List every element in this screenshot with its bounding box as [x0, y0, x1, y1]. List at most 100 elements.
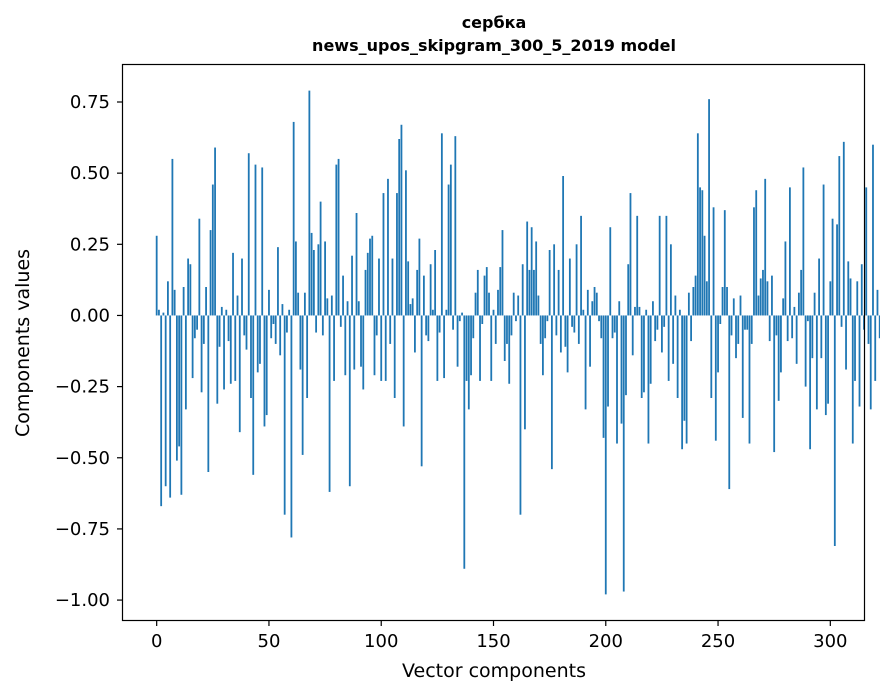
bar-304 [838, 156, 841, 316]
bar-180 [559, 315, 562, 353]
bar-245 [705, 281, 708, 316]
chart-title: сербка [462, 13, 527, 32]
bar-189 [580, 215, 582, 316]
bar-248 [712, 207, 715, 316]
bar-150 [492, 309, 495, 316]
bar-6 [169, 315, 172, 498]
bar-156 [506, 315, 508, 344]
bar-263 [746, 315, 749, 330]
bar-3 [162, 312, 165, 316]
bar-8 [173, 289, 176, 316]
bar-302 [833, 315, 836, 546]
bar-264 [748, 315, 751, 444]
bar-61 [292, 121, 295, 316]
bar-65 [301, 315, 304, 455]
bar-19 [198, 218, 201, 316]
x-axis-label: Vector components [402, 660, 586, 682]
bar-216 [640, 315, 643, 398]
bar-250 [717, 315, 719, 373]
bar-120 [425, 315, 428, 336]
x-tick-label: 100 [364, 631, 398, 652]
bar-105 [391, 258, 394, 316]
bar-148 [488, 292, 490, 316]
bar-177 [553, 244, 556, 316]
bar-70 [312, 250, 315, 316]
bar-138 [465, 315, 468, 381]
bar-35 [234, 315, 237, 381]
bar-42 [250, 315, 252, 398]
bar-25 [211, 184, 214, 316]
bar-169 [535, 241, 538, 316]
bar-160 [515, 315, 517, 322]
bar-128 [443, 315, 445, 379]
bar-124 [434, 250, 437, 316]
bar-312 [856, 281, 859, 316]
bar-56 [281, 304, 284, 316]
bar-275 [773, 315, 776, 453]
bar-111 [405, 170, 407, 316]
bar-158 [510, 315, 513, 336]
x-tick-label: 200 [589, 631, 623, 652]
bar-247 [710, 315, 713, 398]
bar-197 [598, 315, 600, 322]
bar-68 [308, 90, 311, 316]
bar-46 [259, 315, 261, 364]
bar-192 [586, 289, 589, 316]
bar-83 [342, 275, 344, 316]
bar-23 [207, 315, 210, 472]
bar-133 [454, 136, 457, 316]
bar-309 [849, 278, 852, 316]
bar-126 [438, 315, 441, 333]
bar-184 [568, 258, 571, 316]
bar-2 [160, 315, 163, 507]
bar-314 [860, 264, 863, 316]
bar-48 [263, 315, 266, 427]
bar-93 [364, 269, 367, 316]
bar-146 [483, 275, 486, 316]
bar-240 [694, 275, 697, 316]
bar-26 [214, 147, 216, 316]
bar-167 [530, 227, 533, 316]
bar-0 [155, 235, 158, 316]
y-tick-label: 0.25 [70, 234, 110, 255]
bar-28 [218, 315, 221, 347]
bar-60 [290, 315, 293, 538]
bar-288 [802, 167, 805, 316]
bar-227 [665, 215, 668, 316]
bar-100 [380, 315, 383, 381]
bar-284 [793, 306, 796, 316]
bar-96 [371, 235, 374, 316]
bar-282 [789, 187, 791, 316]
bar-213 [634, 306, 636, 316]
bar-139 [467, 315, 470, 410]
bar-1 [158, 309, 160, 316]
bar-131 [449, 164, 452, 316]
bar-125 [436, 315, 439, 381]
bar-185 [571, 315, 573, 327]
bar-171 [539, 315, 542, 344]
bar-77 [328, 315, 331, 492]
bar-72 [317, 244, 320, 316]
x-tick-label: 0 [151, 631, 162, 652]
bar-307 [845, 315, 847, 370]
bar-281 [786, 315, 789, 342]
bar-205 [616, 315, 618, 444]
bar-66 [303, 292, 306, 316]
bar-37 [238, 315, 241, 433]
bar-223 [656, 315, 659, 330]
bar-286 [797, 292, 800, 316]
bar-33 [229, 315, 232, 384]
bar-201 [607, 315, 609, 407]
bar-69 [310, 232, 313, 316]
bar-58 [286, 315, 288, 333]
bar-151 [494, 315, 497, 344]
bar-270 [762, 269, 764, 316]
bar-14 [187, 258, 190, 316]
bar-202 [609, 227, 612, 316]
bar-81 [337, 158, 340, 316]
bar-34 [232, 252, 234, 316]
bar-305 [840, 315, 843, 327]
bar-277 [777, 315, 780, 401]
bar-24 [209, 230, 212, 316]
